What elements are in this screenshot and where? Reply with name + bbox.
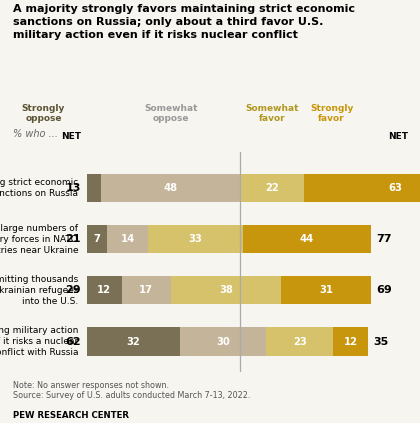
Text: Strongly
favor: Strongly favor bbox=[310, 104, 353, 123]
Text: 32: 32 bbox=[126, 337, 140, 346]
Text: 21: 21 bbox=[66, 234, 81, 244]
Text: 22: 22 bbox=[265, 183, 279, 193]
Text: 13: 13 bbox=[66, 183, 81, 193]
Text: NET: NET bbox=[61, 132, 81, 141]
Bar bbox=[240, 174, 304, 202]
Bar bbox=[333, 327, 368, 356]
Text: Admitting thousands
of Ukrainian refugees
into the U.S.: Admitting thousands of Ukrainian refugee… bbox=[0, 275, 78, 306]
Text: Taking military action
even if it risks a nuclear
conflict with Russia: Taking military action even if it risks … bbox=[0, 326, 78, 357]
Text: Somewhat
favor: Somewhat favor bbox=[246, 104, 299, 123]
Text: 62: 62 bbox=[66, 337, 81, 346]
Bar bbox=[122, 276, 171, 305]
Text: 38: 38 bbox=[219, 286, 233, 295]
Text: A majority strongly favors maintaining strict economic
sanctions on Russia; only: A majority strongly favors maintaining s… bbox=[13, 4, 354, 40]
Text: 7: 7 bbox=[94, 234, 100, 244]
Bar bbox=[107, 225, 148, 253]
Text: 29: 29 bbox=[66, 286, 81, 295]
Text: NET: NET bbox=[388, 132, 408, 141]
Bar bbox=[101, 174, 240, 202]
Text: 12: 12 bbox=[97, 286, 111, 295]
Text: 63: 63 bbox=[388, 183, 402, 193]
Text: % who ...: % who ... bbox=[13, 129, 58, 139]
Bar bbox=[304, 174, 420, 202]
Text: 48: 48 bbox=[164, 183, 178, 193]
Text: 77: 77 bbox=[377, 234, 392, 244]
Bar bbox=[87, 327, 180, 356]
Text: 69: 69 bbox=[377, 286, 392, 295]
Text: Keeping strict economic
sanctions on Russia: Keeping strict economic sanctions on Rus… bbox=[0, 178, 78, 198]
Bar bbox=[281, 276, 371, 305]
Text: 31: 31 bbox=[319, 286, 333, 295]
Text: 14: 14 bbox=[120, 234, 134, 244]
Text: 12: 12 bbox=[344, 337, 357, 346]
Bar bbox=[87, 225, 107, 253]
Bar bbox=[180, 327, 266, 356]
Bar bbox=[243, 225, 371, 253]
Text: 44: 44 bbox=[300, 234, 314, 244]
Bar bbox=[171, 276, 281, 305]
Text: Somewhat
oppose: Somewhat oppose bbox=[144, 104, 198, 123]
Text: Note: No answer responses not shown.
Source: Survey of U.S. adults conducted Mar: Note: No answer responses not shown. Sou… bbox=[13, 381, 250, 400]
Text: PEW RESEARCH CENTER: PEW RESEARCH CENTER bbox=[13, 411, 129, 420]
Text: 33: 33 bbox=[189, 234, 202, 244]
Text: 17: 17 bbox=[139, 286, 153, 295]
Bar bbox=[148, 225, 243, 253]
Bar bbox=[87, 276, 122, 305]
Text: 30: 30 bbox=[216, 337, 230, 346]
Text: 23: 23 bbox=[293, 337, 307, 346]
Bar bbox=[87, 174, 101, 202]
Text: Keeping large numbers of
U.S. military forces in NATO
countries near Ukraine: Keeping large numbers of U.S. military f… bbox=[0, 224, 78, 255]
Text: 35: 35 bbox=[374, 337, 389, 346]
Bar bbox=[266, 327, 333, 356]
Text: Strongly
oppose: Strongly oppose bbox=[22, 104, 65, 123]
